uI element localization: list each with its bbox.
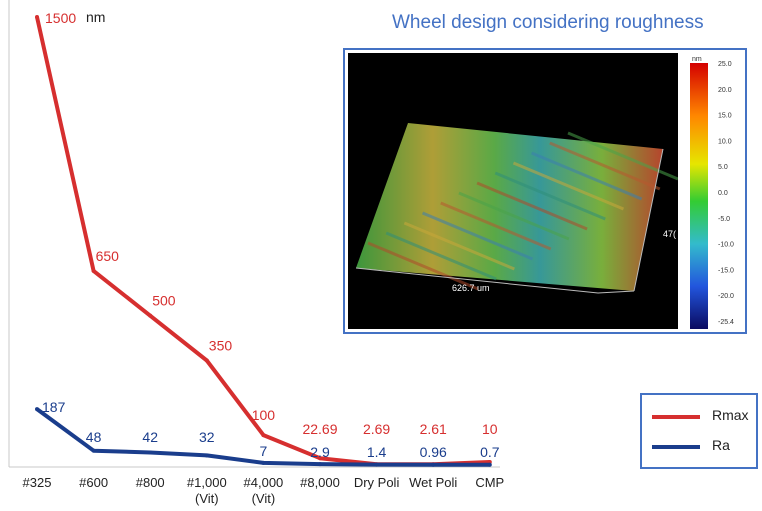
surface-streak <box>531 151 643 201</box>
colorbar-panel <box>678 53 742 329</box>
y-dimension-label: 47( <box>663 229 676 239</box>
point-rmax-2 <box>148 313 153 318</box>
data-label-rmax-8: 10 <box>482 421 498 437</box>
data-label-rmax-5: 22.69 <box>302 421 337 437</box>
legend-swatch-rmax <box>652 415 700 419</box>
data-label-ra-7: 0.96 <box>420 444 447 460</box>
x-tick-label-6: Dry Poli <box>354 475 400 490</box>
data-label-rmax-2: 500 <box>152 293 176 309</box>
point-ra-7 <box>431 462 436 467</box>
surface-streak <box>549 141 661 191</box>
surface-streak <box>458 191 570 241</box>
surface-streak <box>476 181 588 231</box>
x-tick-label-4-line2: (Vit) <box>252 491 276 506</box>
point-ra-6 <box>374 462 379 467</box>
legend: Rmax Ra <box>640 393 758 469</box>
data-label-rmax-3: 350 <box>209 337 233 353</box>
x-tick-label-5: #8,000 <box>300 475 340 490</box>
point-ra-3 <box>204 453 209 458</box>
inset-frame: 626.7 um 47( nm 25.0 20.0 15.0 10.0 5.0 0.0 -5.0 -… <box>343 48 747 334</box>
surface-3d-plot: 626.7 um 47( nm 25.0 20.0 15.0 10.0 5.0 0.0 -5.0 -… <box>355 53 742 329</box>
data-label-rmax-4: 100 <box>252 407 276 423</box>
point-rmax-1 <box>91 268 96 273</box>
surface-streak <box>385 231 497 281</box>
x-tick-label-3: #1,000 <box>187 475 227 490</box>
colorbar-tick-2: 15.0 <box>718 113 732 120</box>
point-ra-2 <box>148 450 153 455</box>
point-rmax-0 <box>35 15 39 19</box>
x-tick-label-0: #325 <box>23 475 52 490</box>
data-label-rmax-7: 2.61 <box>420 421 447 437</box>
legend-label-ra: Ra <box>712 437 730 453</box>
point-ra-0 <box>35 407 39 412</box>
data-label-ra-5: 2.9 <box>310 444 330 460</box>
surface-base-frame <box>355 267 635 294</box>
x-tick-label-4: #4,000 <box>244 475 284 490</box>
data-label-ra-6: 1.4 <box>367 444 387 460</box>
surface-side-frame <box>633 148 664 292</box>
x-tick-label-7: Wet Poli <box>409 475 457 490</box>
data-label-ra-8: 0.7 <box>480 444 500 460</box>
colorbar-tick-0: 25.0 <box>718 61 732 68</box>
surface-mesh <box>356 123 663 291</box>
colorbar-tick-5: 0.0 <box>718 190 728 197</box>
inset-title: Wheel design considering roughness <box>392 12 704 33</box>
colorbar <box>690 63 708 329</box>
colorbar-tick-3: 10.0 <box>718 138 732 145</box>
point-ra-4 <box>261 460 266 465</box>
surface-streak <box>421 211 534 261</box>
data-label-ra-4: 7 <box>260 443 268 459</box>
point-ra-1 <box>91 448 96 453</box>
legend-label-rmax: Rmax <box>712 407 749 423</box>
data-label-ra-3: 32 <box>199 429 215 445</box>
point-ra-5 <box>318 462 322 467</box>
surface-streak <box>403 221 515 271</box>
data-label-rmax-1: 650 <box>96 248 120 264</box>
x-tick-label-1: #600 <box>79 475 108 490</box>
colorbar-tick-8: -15.0 <box>718 267 734 274</box>
surface-roughness-image: 626.7 um 47( nm 25.0 20.0 15.0 10.0 5.0 0.0 -5.0 -… <box>348 53 742 329</box>
data-label-ra-1: 48 <box>86 429 102 445</box>
colorbar-tick-10: -25.4 <box>718 319 734 326</box>
x-dimension-label: 626.7 um <box>452 283 490 293</box>
x-tick-label-3-line2: (Vit) <box>195 491 219 506</box>
y-unit-label: nm <box>86 9 106 25</box>
surface-streak <box>512 161 625 211</box>
surface-streak <box>567 131 679 181</box>
surface-streak <box>494 171 606 221</box>
colorbar-unit: nm <box>692 56 702 63</box>
x-tick-label-8: CMP <box>475 475 504 490</box>
point-rmax-4 <box>261 433 266 438</box>
data-label-ra-2: 42 <box>142 429 158 445</box>
data-label-rmax-6: 2.69 <box>363 421 390 437</box>
colorbar-tick-9: -20.0 <box>718 293 734 300</box>
colorbar-tick-7: -10.0 <box>718 242 734 249</box>
data-label-rmax-0: 1500 <box>45 10 76 26</box>
surface-streak <box>367 241 479 291</box>
point-rmax-5 <box>318 456 322 461</box>
data-label-ra-0: 187 <box>42 399 66 415</box>
legend-swatch-ra <box>652 445 700 449</box>
colorbar-tick-1: 20.0 <box>718 87 732 94</box>
point-ra-8 <box>487 462 492 467</box>
x-tick-label-2: #800 <box>136 475 165 490</box>
colorbar-tick-4: 5.0 <box>718 164 728 171</box>
point-rmax-3 <box>204 358 209 363</box>
colorbar-tick-6: -5.0 <box>718 216 730 223</box>
surface-streak <box>440 201 552 251</box>
